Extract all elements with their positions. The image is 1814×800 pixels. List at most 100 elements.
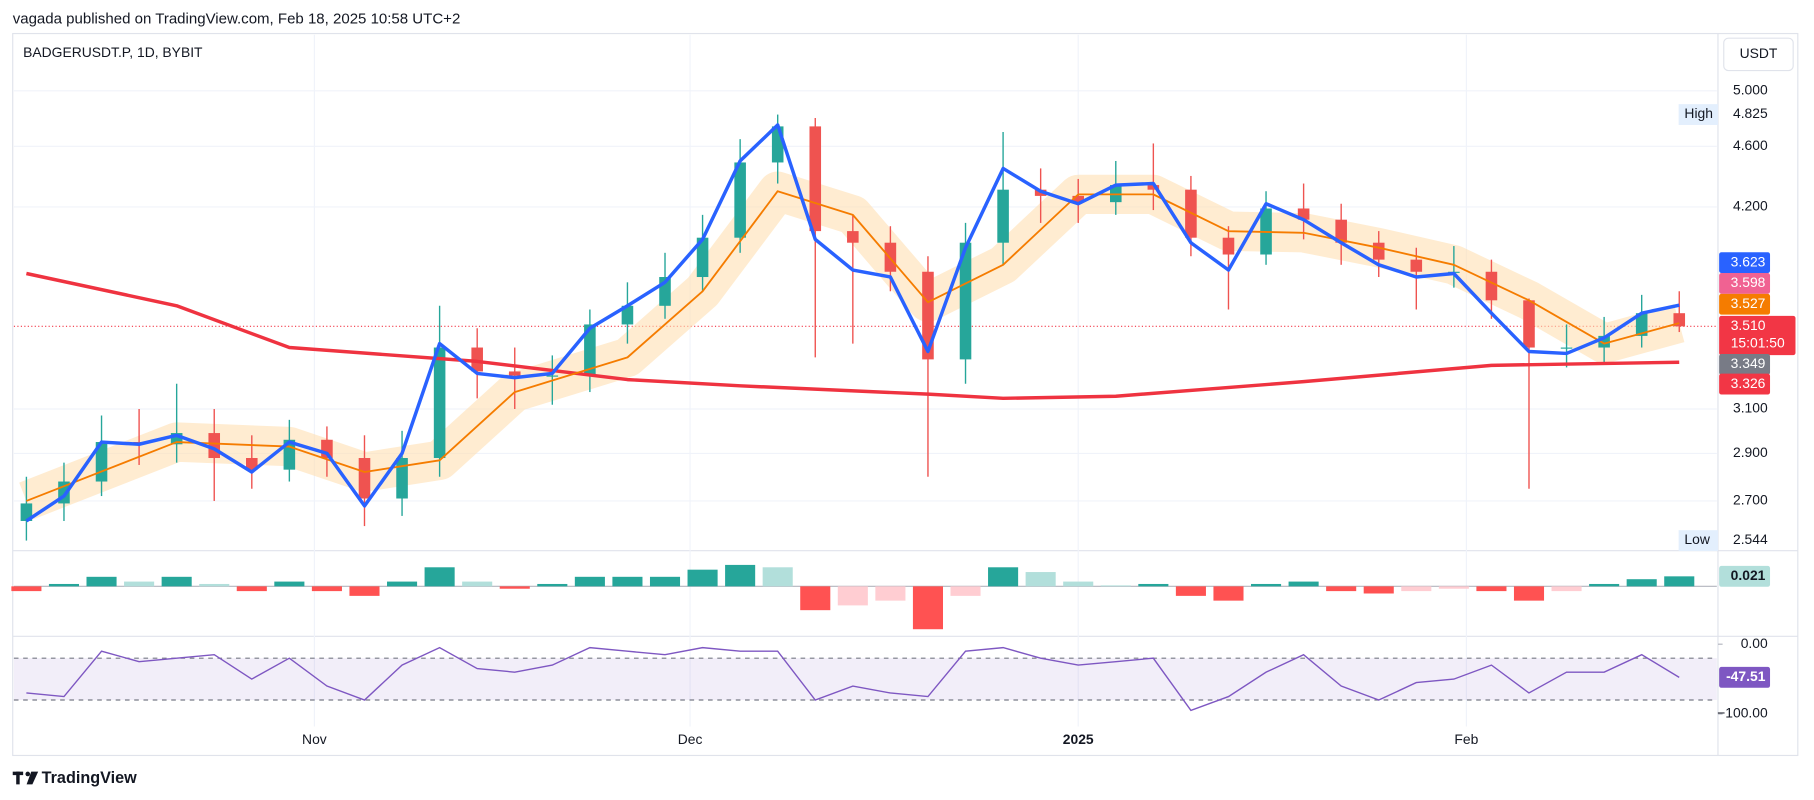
histogram-bar (387, 581, 418, 587)
candle-body (997, 189, 1009, 243)
histogram-bar (875, 586, 906, 601)
high-marker-value: 4.825 (1733, 105, 1768, 121)
histogram-bar (124, 581, 155, 587)
histogram-bar (687, 569, 718, 587)
histogram-bar (1100, 585, 1131, 587)
candle-body (959, 242, 972, 360)
candle-body (922, 271, 934, 360)
candle-body (1485, 271, 1498, 301)
histogram-bar (649, 576, 681, 587)
candle-body (621, 305, 634, 325)
histogram-bar (462, 581, 493, 587)
low-marker-bg (1678, 530, 1718, 551)
candle-body (433, 347, 446, 459)
last-value: 0.021 (1731, 567, 1766, 583)
candle-body (1673, 313, 1686, 327)
histogram-bar (1476, 586, 1507, 592)
candle-body (546, 375, 559, 377)
histogram-bar (762, 567, 793, 587)
candle-body (584, 324, 596, 376)
histogram-bar (1175, 586, 1206, 596)
histogram-bar (1401, 586, 1432, 592)
y-tick-label: 4.600 (1733, 137, 1768, 153)
histogram-bar (349, 586, 380, 596)
candle-body (1372, 242, 1385, 260)
frame (12, 32, 1799, 757)
brand: TradingView (42, 769, 137, 787)
histogram-bar (1551, 586, 1582, 592)
price-badge: 3.326 (1731, 375, 1766, 391)
candle-body (1335, 219, 1347, 243)
histogram-bar (1363, 586, 1394, 594)
candle-body (1147, 185, 1160, 190)
last-value-bg (1719, 565, 1771, 587)
price-badge-bg (1719, 315, 1796, 356)
candle-body (696, 237, 709, 278)
histogram-bar (574, 576, 605, 587)
histogram-bar (424, 567, 455, 587)
y-tick-label: 4.200 (1733, 198, 1768, 214)
price-badge: 3.598 (1731, 274, 1766, 290)
histogram-bar (988, 567, 1019, 587)
price-badge-bg (1719, 373, 1771, 395)
histogram-bar (311, 586, 342, 592)
price-badge-bg (1719, 293, 1771, 315)
histogram-bar (236, 586, 267, 592)
candle-body (95, 442, 108, 482)
currency[interactable]: USDT (1740, 45, 1778, 61)
candle-body (58, 481, 70, 504)
histogram-bar (912, 586, 943, 630)
histogram-bar (837, 586, 868, 606)
candle-body (208, 433, 221, 459)
histogram-bar (800, 586, 831, 611)
high-marker-bg (1678, 104, 1718, 125)
histogram-bar (1251, 583, 1282, 587)
candle-body (246, 458, 258, 470)
candle-body (358, 458, 371, 499)
price-badge-bg (1719, 252, 1771, 274)
histogram-bar (725, 564, 756, 587)
histogram-bar (612, 576, 643, 587)
histogram-bar (1213, 586, 1244, 601)
candle-body (1222, 237, 1235, 255)
histogram-bar (1138, 583, 1169, 587)
histogram-bar (1288, 581, 1319, 587)
series-line (26, 271, 1680, 401)
candle-body (283, 439, 296, 470)
candle-body (1523, 300, 1535, 348)
candle-body (1560, 347, 1573, 349)
last-value: -47.51 (1726, 668, 1766, 684)
candle-body (508, 371, 521, 376)
candle-body (20, 503, 33, 521)
published-note: vagada published on TradingView.com, Feb… (13, 11, 461, 28)
histogram-bar (1063, 581, 1094, 587)
currency-box[interactable] (1723, 37, 1794, 72)
oscillator-line (26, 646, 1680, 712)
histogram-bar (199, 583, 230, 587)
histogram-bar (950, 586, 981, 596)
histogram-bar (1626, 579, 1657, 587)
histogram-bar (1025, 572, 1056, 587)
histogram-bar (1513, 586, 1545, 601)
price-badge-bg (1719, 273, 1771, 294)
candle-body (847, 231, 859, 243)
histogram-bar (537, 583, 568, 587)
candle-body (1598, 335, 1610, 348)
candle-body (659, 277, 671, 306)
price-badge: 3.349 (1731, 355, 1766, 371)
low-marker-label: Low (1684, 531, 1710, 547)
x-tick-label: Feb (1454, 731, 1478, 747)
last-value-bg (1719, 666, 1771, 688)
low-marker-value: 2.544 (1733, 531, 1768, 547)
candle-body (471, 347, 483, 372)
histogram-bar (48, 583, 80, 587)
price-badge: 3.623 (1731, 253, 1766, 269)
candle-body (321, 439, 333, 459)
price-badge: 3.527 (1731, 295, 1766, 311)
histogram-bar (274, 581, 305, 587)
y-tick-label: 2.900 (1733, 444, 1768, 460)
y-tick-label: 2.700 (1733, 492, 1768, 508)
high-marker-label: High (1684, 105, 1713, 121)
